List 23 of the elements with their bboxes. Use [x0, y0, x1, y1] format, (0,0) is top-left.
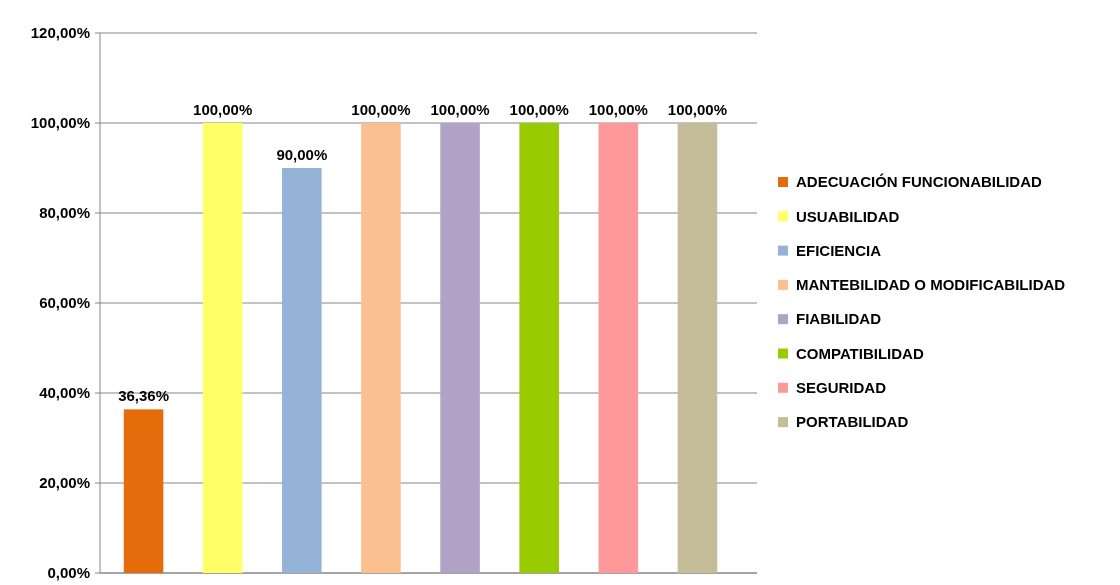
legend-label: FIABILIDAD	[796, 310, 882, 328]
y-tick-label: 40,00%	[39, 384, 90, 402]
y-tick-label: 80,00%	[39, 204, 90, 222]
y-tick-label: 0,00%	[47, 564, 90, 582]
data-label: 100,00%	[588, 101, 648, 118]
legend-label: ADECUACIÓN FUNCIONABILIDAD	[796, 173, 1042, 191]
y-tick-label: 20,00%	[39, 474, 90, 492]
data-label: 100,00%	[509, 101, 569, 118]
legend-label: USUABILIDAD	[796, 207, 900, 225]
legend-label: PORTABILIDAD	[796, 413, 909, 431]
data-label: 100,00%	[193, 101, 253, 118]
data-label: 36,36%	[118, 387, 169, 405]
y-tick-label: 60,00%	[39, 294, 90, 312]
legend-label: EFICIENCIA	[796, 241, 882, 259]
data-label: 90,00%	[276, 146, 328, 163]
legend-label: SEGURIDAD	[796, 379, 887, 397]
data-label: 100,00%	[430, 101, 490, 118]
legend-label: COMPATIBILIDAD	[796, 344, 924, 362]
y-tick-label: 100,00%	[30, 114, 90, 132]
data-label: 100,00%	[667, 101, 728, 118]
legend-label: MANTEBILIDAD O MODIFICABILIDAD	[796, 276, 1066, 294]
data-label: 100,00%	[351, 101, 411, 118]
y-tick-label: 120,00%	[30, 24, 90, 42]
